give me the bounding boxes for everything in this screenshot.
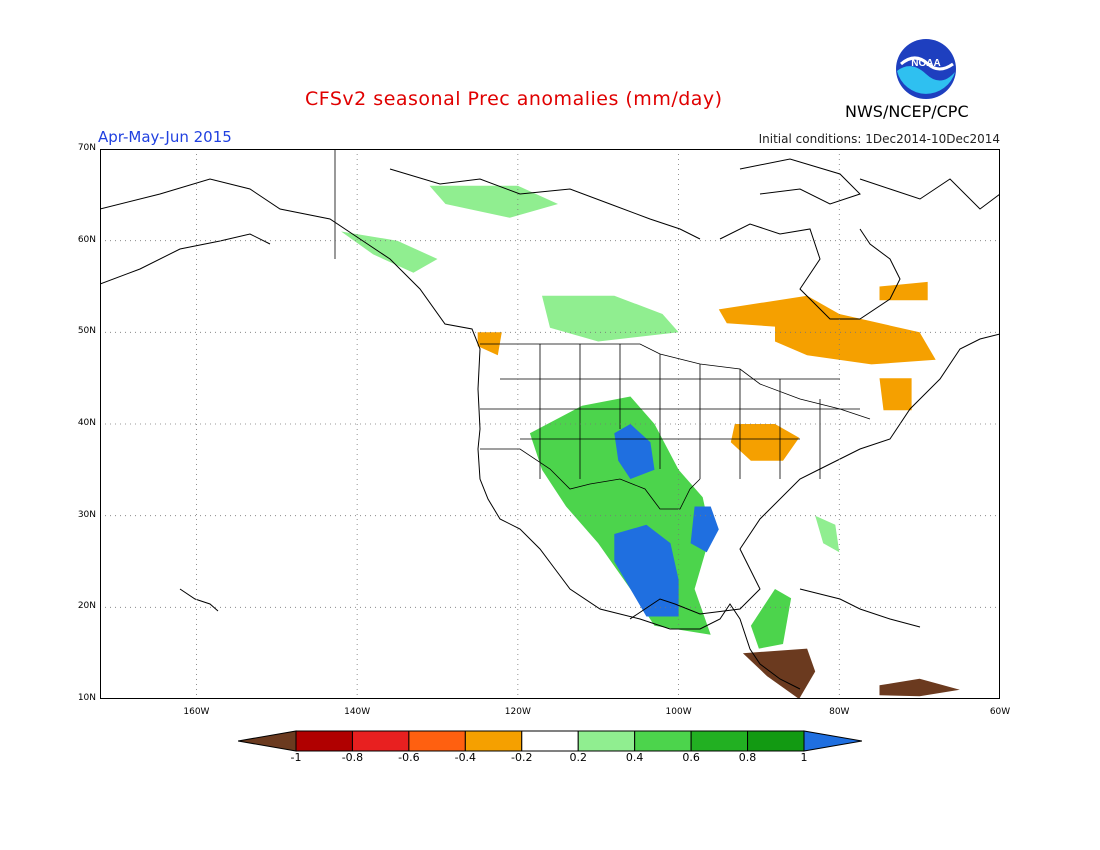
- anomaly-region-texas-very-wet: [690, 506, 719, 553]
- logo-text: NOAA: [911, 58, 940, 69]
- lat-lon-grid: [100, 149, 1000, 699]
- anomaly-region-midwest-dry: [730, 424, 800, 461]
- anomaly-region-northeast-dry: [879, 378, 912, 411]
- lon-label: 100W: [665, 707, 692, 717]
- lat-label: 30N: [77, 509, 96, 520]
- colorbar-tick-label: -0.8: [341, 751, 364, 764]
- noaa-logo: NOAA: [895, 38, 957, 100]
- lon-label: 80W: [829, 707, 850, 717]
- colorbar-segment: [690, 730, 749, 752]
- anomaly-region-mexico-very-wet: [614, 524, 679, 617]
- lat-label: 20N: [77, 601, 96, 612]
- colorbar-segment: [408, 730, 466, 752]
- colorbar: [237, 730, 863, 770]
- anomaly-region-central-america-dry: [742, 648, 816, 699]
- colorbar-tick-label: 0.2: [569, 751, 587, 764]
- lat-label: 60N: [77, 234, 96, 245]
- anomaly-region-venezuela-dry: [879, 678, 960, 697]
- initial-conditions-label: Initial conditions: 1Dec2014-10Dec2014: [758, 132, 1000, 146]
- colorbar-tick-label: -0.2: [511, 751, 533, 764]
- lon-label: 60W: [989, 707, 1011, 717]
- colorbar-segment: [351, 730, 410, 752]
- anomaly-region-florida-wet: [815, 515, 840, 553]
- colorbar-tick-label: 0.4: [625, 751, 644, 764]
- lon-label: 160W: [183, 707, 210, 717]
- lat-label: 40N: [77, 418, 96, 428]
- colorbar-segment: [803, 730, 863, 752]
- colorbar-segment: [577, 730, 636, 752]
- anomaly-region-hudson-bay-dry: [718, 295, 840, 328]
- colorbar-segment: [295, 730, 353, 752]
- lat-label: 10N: [77, 693, 96, 703]
- lon-label: 140W: [344, 707, 371, 717]
- anomaly-layer: [341, 185, 960, 699]
- colorbar-tick-label: 1: [800, 751, 808, 764]
- coastline-layer: [99, 158, 1001, 690]
- anomaly-region-prairies-wet: [542, 295, 679, 342]
- colorbar-tick-label: 0.6: [682, 751, 700, 764]
- anomaly-region-quebec-dry: [775, 314, 936, 365]
- colorbar-tick-label: -1: [290, 751, 302, 764]
- colorbar-segment: [747, 730, 805, 752]
- anomaly-region-alaska-panhandle-wet: [341, 231, 438, 273]
- season-label: Apr-May-Jun 2015: [98, 128, 232, 146]
- lat-label: 50N: [77, 326, 96, 337]
- colorbar-tick-label: -0.4: [454, 751, 477, 764]
- lat-label: 70N: [77, 143, 96, 153]
- colorbar-segment: [464, 730, 523, 752]
- lon-label: 120W: [504, 707, 531, 717]
- colorbar-tick-label: 0.8: [738, 751, 757, 764]
- anomaly-region-yucatan-wet: [750, 589, 792, 649]
- precip-anomaly-map: [99, 148, 1001, 700]
- colorbar-segment: [521, 730, 579, 752]
- chart-title: CFSv2 seasonal Prec anomalies (mm/day): [305, 88, 723, 110]
- agency-label: NWS/NCEP/CPC: [845, 102, 969, 121]
- colorbar-segment: [634, 730, 692, 752]
- colorbar-segment: [237, 730, 297, 752]
- anomaly-region-four-corners-very-wet: [614, 424, 655, 479]
- colorbar-tick-label: -0.6: [398, 751, 420, 764]
